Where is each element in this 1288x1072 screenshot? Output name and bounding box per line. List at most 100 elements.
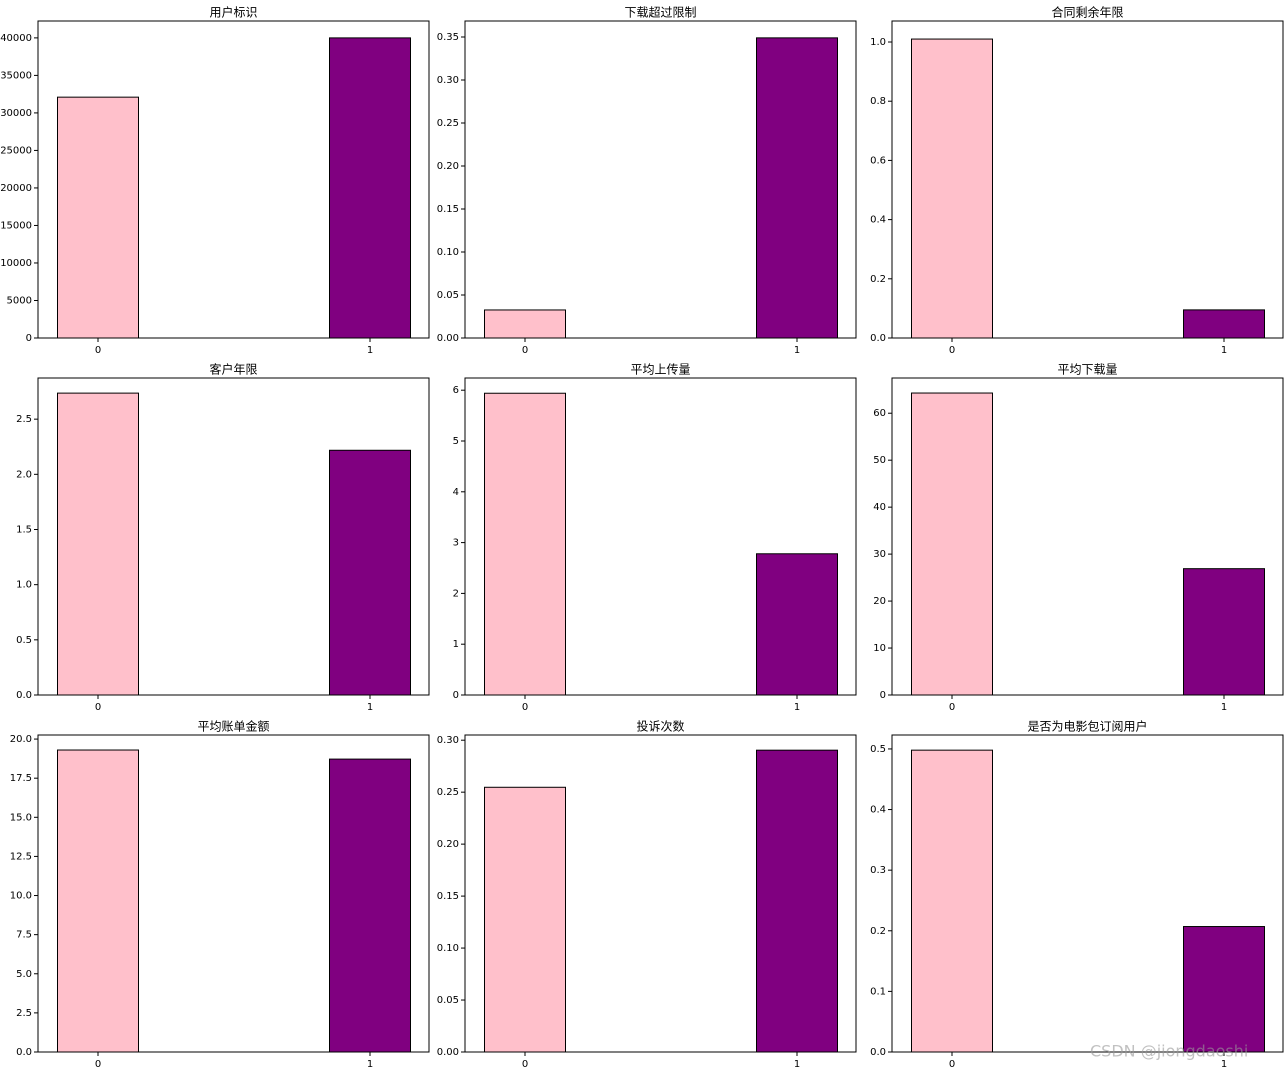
bar — [756, 37, 838, 339]
y-tick-label: 30000 — [0, 108, 32, 119]
axes-frame — [37, 20, 430, 339]
bar — [484, 309, 566, 339]
y-tick-label: 50 — [873, 455, 886, 466]
y-tick-label: 0.4 — [870, 805, 886, 816]
bar — [1183, 309, 1265, 339]
y-tick-label: 0.15 — [437, 891, 459, 902]
y-tick-label: 20.0 — [10, 734, 32, 745]
y-tick-label: 20000 — [0, 183, 32, 194]
y-tick-label: 0.20 — [437, 161, 459, 172]
chart-title: 客户年限 — [209, 362, 257, 377]
bar — [756, 553, 838, 696]
chart-title: 是否为电影包订阅用户 — [1027, 719, 1147, 734]
chart-title: 合同剩余年限 — [1051, 5, 1123, 20]
x-tick-label: 1 — [367, 345, 373, 356]
x-tick-label: 0 — [949, 702, 955, 713]
watermark: CSDN @jiongdaoshi — [1090, 1042, 1248, 1061]
x-tick-label: 1 — [367, 702, 373, 713]
y-tick-label: 30 — [873, 549, 886, 560]
x-tick-label: 1 — [1221, 702, 1227, 713]
y-tick-label: 20 — [873, 596, 886, 607]
y-tick-label: 7.5 — [16, 930, 32, 941]
y-tick-label: 10 — [873, 643, 886, 654]
y-tick-label: 6 — [453, 385, 459, 396]
chart-title: 下载超过限制 — [624, 5, 696, 20]
bar — [57, 392, 139, 696]
y-tick-label: 40 — [873, 502, 886, 513]
y-tick-label: 0.25 — [437, 118, 459, 129]
y-tick-label: 0.05 — [437, 995, 459, 1006]
axes-frame — [464, 734, 857, 1053]
y-tick-label: 40000 — [0, 33, 32, 44]
bar — [1183, 568, 1265, 696]
y-tick-label: 2.5 — [16, 414, 32, 425]
y-tick-label: 0.35 — [437, 32, 459, 43]
x-tick-label: 0 — [522, 1059, 528, 1070]
y-tick-label: 0.0 — [16, 690, 32, 701]
axes-frame — [891, 734, 1284, 1053]
y-tick-label: 0.25 — [437, 787, 459, 798]
y-tick-label: 0.0 — [870, 333, 886, 344]
y-tick-label: 0.10 — [437, 943, 459, 954]
y-tick-label: 0 — [26, 333, 32, 344]
chart-title: 平均账单金额 — [197, 719, 269, 734]
y-tick-label: 0.0 — [16, 1047, 32, 1058]
y-tick-label: 0.8 — [870, 96, 886, 107]
y-tick-label: 2.0 — [16, 469, 32, 480]
y-tick-label: 15.0 — [10, 812, 32, 823]
y-tick-label: 0.6 — [870, 155, 886, 166]
y-tick-label: 0.2 — [870, 274, 886, 285]
y-tick-label: 0.0 — [870, 1047, 886, 1058]
x-tick-label: 0 — [522, 345, 528, 356]
y-tick-label: 0 — [453, 690, 459, 701]
axes-frame — [37, 734, 430, 1053]
x-tick-label: 0 — [95, 1059, 101, 1070]
bar — [484, 786, 566, 1053]
y-tick-label: 10.0 — [10, 891, 32, 902]
x-tick-label: 1 — [1221, 1059, 1227, 1070]
y-tick-label: 0.30 — [437, 735, 459, 746]
x-tick-label: 0 — [95, 345, 101, 356]
y-tick-label: 60 — [873, 408, 886, 419]
y-tick-label: 0.5 — [870, 744, 886, 755]
x-tick-label: 0 — [949, 345, 955, 356]
y-tick-label: 0.4 — [870, 215, 886, 226]
bar — [1183, 926, 1265, 1053]
axes-frame — [891, 377, 1284, 696]
chart-title: 平均上传量 — [630, 362, 690, 377]
bar — [756, 749, 838, 1053]
chart-title: 平均下载量 — [1057, 363, 1117, 377]
axes-frame — [891, 20, 1284, 339]
y-tick-label: 0.30 — [437, 75, 459, 86]
bar — [57, 96, 139, 339]
bar — [329, 758, 411, 1053]
y-tick-label: 3 — [453, 538, 459, 549]
y-tick-label: 0.5 — [16, 635, 32, 646]
x-tick-label: 0 — [949, 1059, 955, 1070]
chart-title: 用户标识 — [209, 5, 257, 20]
y-tick-label: 0.15 — [437, 204, 459, 215]
y-tick-label: 0.3 — [870, 865, 886, 876]
x-tick-label: 1 — [794, 345, 800, 356]
y-tick-label: 15000 — [0, 220, 32, 231]
x-tick-label: 0 — [95, 702, 101, 713]
y-tick-label: 10000 — [0, 258, 32, 269]
axes-frame — [464, 20, 857, 339]
y-tick-label: 12.5 — [10, 851, 32, 862]
bar — [911, 38, 993, 339]
axes-frame — [37, 377, 430, 696]
y-tick-label: 1.5 — [16, 524, 32, 535]
y-tick-label: 5 — [453, 436, 459, 447]
axes-frame — [464, 377, 857, 696]
x-tick-label: 1 — [1221, 345, 1227, 356]
chart-title: 投诉次数 — [636, 719, 684, 734]
x-tick-label: 1 — [794, 1059, 800, 1070]
y-tick-label: 1.0 — [16, 580, 32, 591]
y-tick-label: 2.5 — [16, 1008, 32, 1019]
y-tick-label: 0.1 — [870, 986, 886, 997]
y-tick-label: 1.0 — [870, 37, 886, 48]
y-tick-label: 0.05 — [437, 290, 459, 301]
x-tick-label: 1 — [367, 1059, 373, 1070]
y-tick-label: 0.2 — [870, 926, 886, 937]
